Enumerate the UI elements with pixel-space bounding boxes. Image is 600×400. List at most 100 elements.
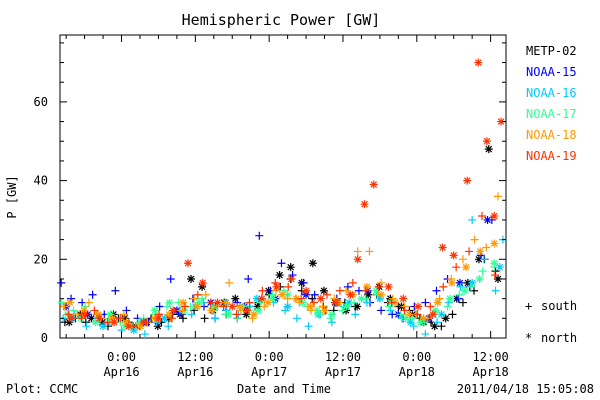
north-point-noaa-16 (345, 298, 354, 307)
north-point-noaa-19 (95, 314, 104, 323)
south-point-noaa-17 (233, 314, 242, 323)
north-point-noaa-18 (362, 282, 371, 291)
south-point-noaa-15 (277, 259, 286, 268)
south-point-noaa-15 (377, 306, 386, 315)
south-point-noaa-18 (283, 294, 292, 303)
north-point-noaa-17 (327, 310, 336, 319)
north-point-noaa-18 (447, 278, 456, 287)
south-point-noaa-19 (426, 302, 435, 311)
south-point-noaa-16 (211, 314, 220, 323)
north-point-noaa-18 (122, 318, 131, 327)
south-point-noaa-19 (452, 263, 461, 272)
y-tick-label: 60 (34, 95, 48, 109)
south-point-noaa-19 (361, 286, 370, 295)
north-point-noaa-19 (67, 314, 76, 323)
south-point-noaa-16 (292, 314, 301, 323)
north-point-noaa-17 (106, 310, 115, 319)
north-point-metp-02 (187, 274, 196, 283)
north-point-noaa-17 (490, 259, 499, 268)
south-point-noaa-15 (432, 286, 441, 295)
north-point-noaa-19 (384, 282, 393, 291)
north-point-noaa-17 (224, 310, 233, 319)
north-point-noaa-18 (79, 306, 88, 315)
south-point-noaa-17 (396, 310, 405, 319)
south-point-noaa-15 (299, 278, 308, 287)
south-point-noaa-17 (443, 302, 452, 311)
north-point-noaa-19 (124, 322, 133, 331)
north-point-noaa-17 (372, 286, 381, 295)
north-point-noaa-19 (272, 282, 281, 291)
north-point-noaa-19 (302, 286, 311, 295)
north-point-noaa-18 (278, 290, 287, 299)
data-marks (57, 58, 507, 339)
south-point-noaa-19 (103, 318, 112, 327)
north-point-metp-02 (153, 322, 162, 331)
plot-credit: Plot: CCMC (6, 382, 78, 396)
north-point-metp-02 (275, 271, 284, 280)
north-point-noaa-18 (462, 263, 471, 272)
south-point-noaa-19 (400, 306, 409, 315)
north-point-metp-02 (253, 302, 262, 311)
north-point-noaa-17 (475, 274, 484, 283)
south-point-metp-02 (491, 267, 500, 276)
south-point-noaa-15 (88, 290, 97, 299)
marker-legend-south-label: south (541, 299, 577, 313)
south-point-noaa-19 (245, 298, 254, 307)
north-point-noaa-16 (375, 294, 384, 303)
south-point-noaa-19 (219, 302, 228, 311)
north-point-metp-02 (98, 318, 107, 327)
y-axis-label: P [GW] (5, 175, 19, 218)
south-point-metp-02 (81, 318, 90, 327)
north-point-metp-02 (463, 278, 472, 287)
south-point-noaa-19 (465, 247, 474, 256)
marker-legend: + south * north (525, 299, 577, 345)
south-point-noaa-16 (164, 322, 173, 331)
north-point-noaa-19 (183, 259, 192, 268)
south-point-noaa-19 (232, 310, 241, 319)
north-point-noaa-16 (99, 322, 108, 331)
legend-entry-noaa-18: NOAA-18 (526, 128, 577, 142)
south-point-noaa-17 (478, 267, 487, 276)
x-tick-date-label: Apr18 (473, 365, 509, 379)
north-point-noaa-16 (283, 302, 292, 311)
north-point-noaa-18 (65, 298, 74, 307)
south-point-noaa-18 (482, 243, 491, 252)
north-point-noaa-18 (476, 247, 485, 256)
north-point-noaa-18 (377, 290, 386, 299)
south-point-noaa-19 (348, 278, 357, 287)
y-axis: 0 20 40 60 (34, 42, 506, 345)
north-point-noaa-17 (91, 318, 100, 327)
north-point-noaa-17 (357, 294, 366, 303)
north-point-noaa-19 (353, 255, 362, 264)
south-point-metp-02 (200, 314, 209, 323)
south-point-noaa-18 (119, 310, 128, 319)
x-tick-label: 0:00 (255, 350, 284, 364)
x-axis: 0:00Apr1612:00Apr160:00Apr1712:00Apr170:… (65, 35, 509, 379)
south-point-noaa-19 (258, 286, 267, 295)
north-point-noaa-19 (449, 251, 458, 260)
south-point-noaa-15 (354, 286, 363, 295)
south-point-noaa-18 (365, 247, 374, 256)
north-point-noaa-18 (193, 302, 202, 311)
north-point-noaa-19 (474, 58, 483, 67)
north-point-metp-02 (484, 145, 493, 154)
north-point-metp-02 (65, 318, 74, 327)
north-point-noaa-16 (437, 310, 446, 319)
series-noaa-18 (60, 192, 503, 331)
south-point-noaa-15 (155, 302, 164, 311)
north-point-noaa-19 (360, 200, 369, 209)
south-point-noaa-17 (350, 298, 359, 307)
south-point-noaa-19 (297, 294, 306, 303)
south-point-noaa-19 (413, 310, 422, 319)
north-point-noaa-17 (150, 306, 159, 315)
north-point-metp-02 (474, 255, 483, 264)
north-point-noaa-18 (136, 322, 145, 331)
south-point-noaa-16 (362, 298, 371, 307)
north-point-metp-02 (120, 314, 129, 323)
south-point-noaa-18 (84, 298, 93, 307)
north-point-noaa-17 (254, 306, 263, 315)
marker-legend-north-label: north (541, 331, 577, 345)
x-tick-label: 12:00 (177, 350, 213, 364)
south-point-noaa-18 (353, 247, 362, 256)
x-tick-label: 0:00 (402, 350, 431, 364)
